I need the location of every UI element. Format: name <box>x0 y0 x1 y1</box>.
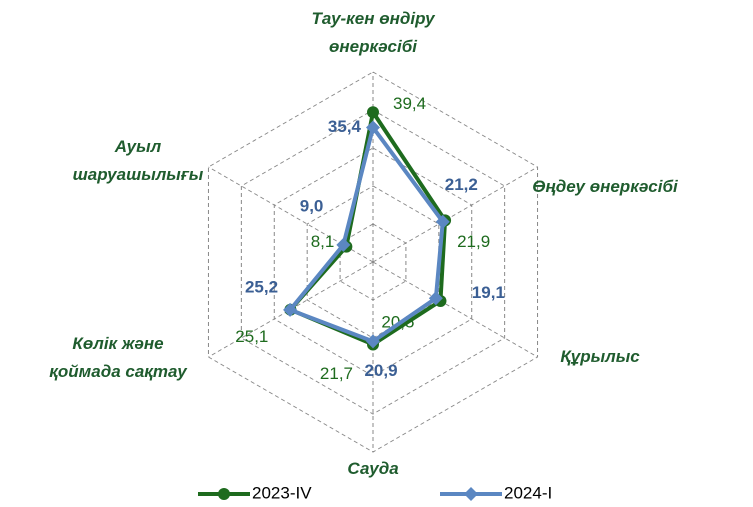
category-label: Тау-кен өндіру өнеркәсібі <box>311 9 436 56</box>
value-label: 21,9 <box>457 232 490 251</box>
point <box>336 237 351 252</box>
point <box>218 488 230 500</box>
value-label: 25,2 <box>245 277 278 296</box>
category-label: Сауда <box>347 459 398 478</box>
spoke <box>372 166 538 263</box>
value-label: 25,1 <box>235 327 268 346</box>
value-label: 20,9 <box>364 361 397 380</box>
value-label: 39,4 <box>393 94 426 113</box>
category-label: Көлік және қоймада сақтау <box>49 334 188 381</box>
point <box>428 291 443 306</box>
point <box>435 214 450 229</box>
point <box>366 334 380 349</box>
value-label: 19,1 <box>472 283 505 302</box>
category-label: Өңдеу өнеркәсібі <box>532 177 679 196</box>
value-label: 9,0 <box>300 196 324 215</box>
point <box>366 120 380 135</box>
value-label: 8,1 <box>311 232 335 251</box>
category-label: Құрылыс <box>560 347 640 366</box>
category-label: Ауыл шаруашылығы <box>73 137 204 184</box>
point <box>367 106 379 119</box>
point <box>283 302 298 317</box>
value-label: 35,4 <box>328 117 362 136</box>
spoke <box>372 261 538 358</box>
value-label: 21,2 <box>445 175 478 194</box>
legend-label: 2023-IV <box>252 483 312 502</box>
value-label: 21,7 <box>320 364 353 383</box>
grid-ring <box>240 109 506 415</box>
legend-label: 2024-I <box>504 483 552 502</box>
point <box>464 487 478 501</box>
